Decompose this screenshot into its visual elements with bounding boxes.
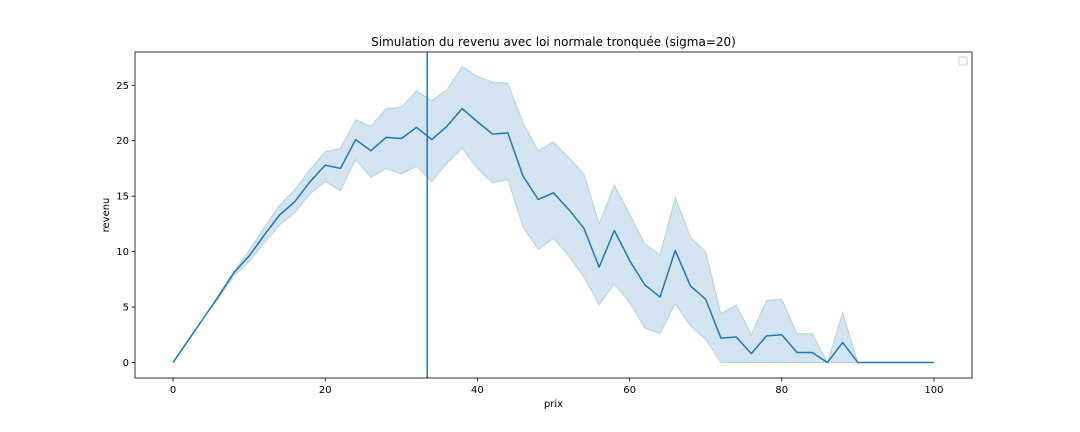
y-tick-label: 20 <box>116 136 129 147</box>
x-tick-label: 0 <box>170 385 176 396</box>
plot-frame <box>134 51 973 379</box>
y-tick-label: 10 <box>116 247 129 258</box>
x-tick-label: 60 <box>623 385 636 396</box>
plot-area <box>172 52 934 378</box>
y-axis-label: revenu <box>101 198 112 233</box>
confidence-band <box>172 65 934 364</box>
x-tick-label: 20 <box>319 385 332 396</box>
revenue-line <box>172 107 934 364</box>
legend-box <box>958 56 968 66</box>
chart-title: Simulation du revenu avec loi normale tr… <box>371 35 736 49</box>
x-tick-label: 40 <box>471 385 484 396</box>
axes: 0 20 40 60 80 100 0 5 10 15 20 25 <box>116 51 973 396</box>
y-tick-label: 25 <box>116 81 129 92</box>
x-tick-label: 80 <box>775 385 788 396</box>
x-axis-label: prix <box>544 399 563 410</box>
x-tick-label: 100 <box>924 385 943 396</box>
y-tick-label: 15 <box>116 192 129 203</box>
y-tick-label: 5 <box>123 303 129 314</box>
y-tick-label: 0 <box>123 358 129 369</box>
